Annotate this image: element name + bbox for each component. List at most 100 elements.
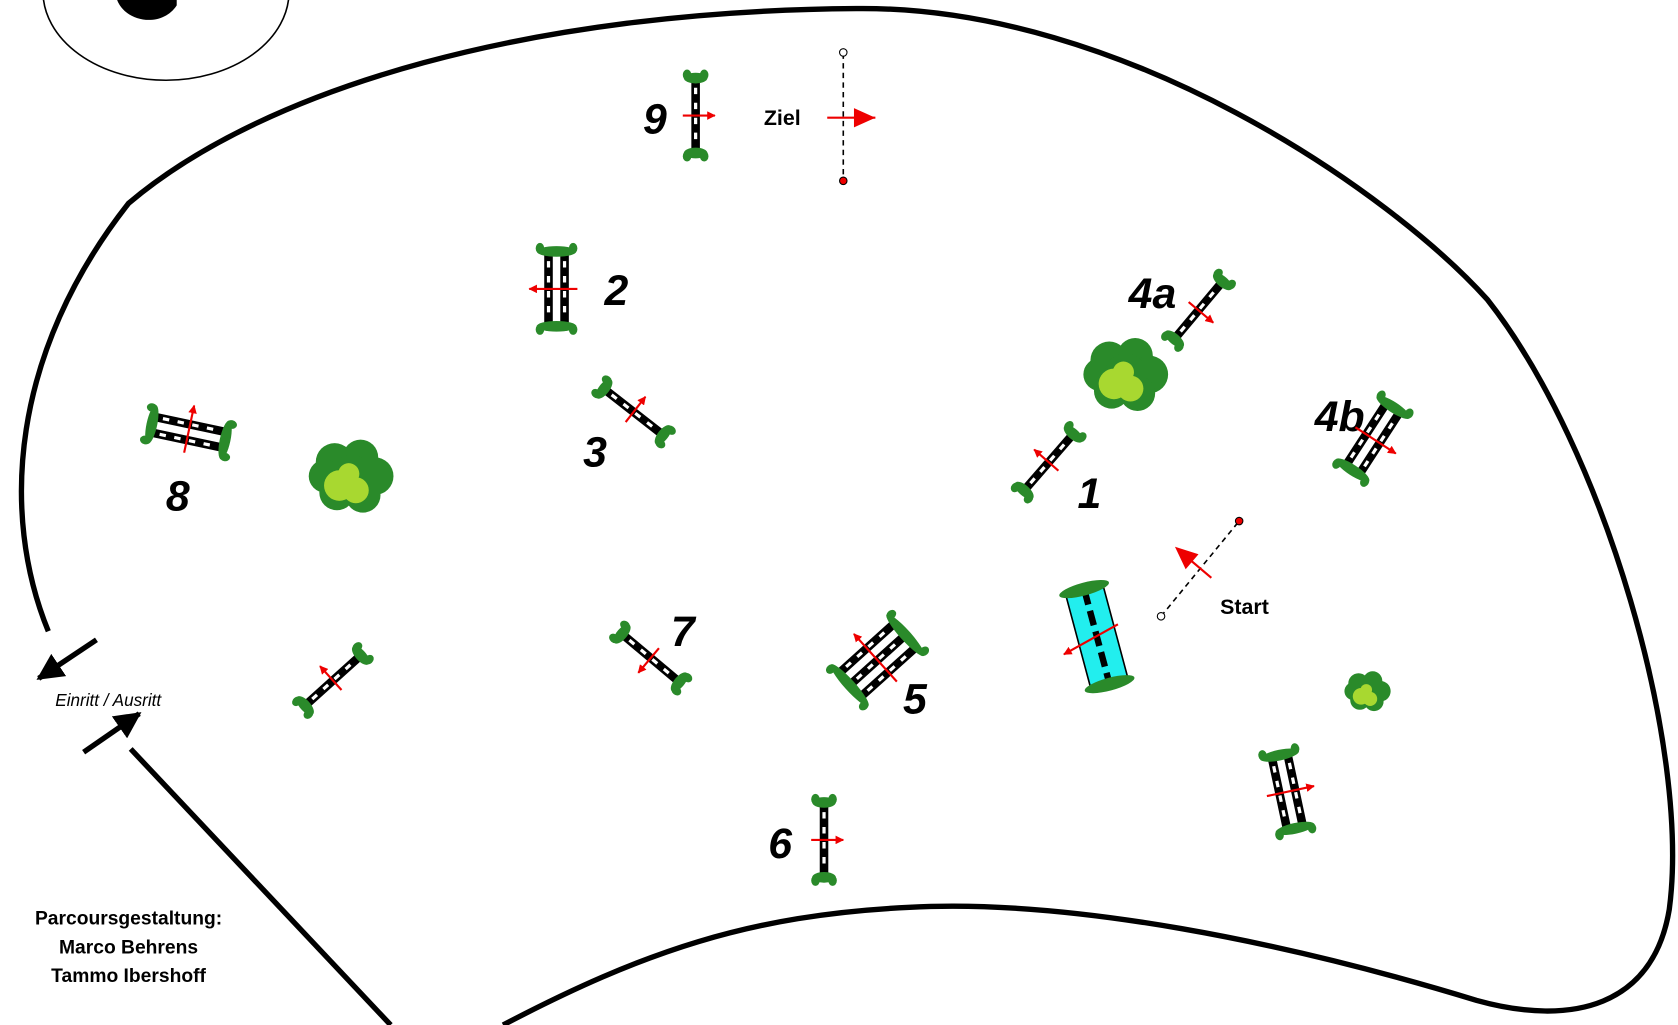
- rail-stripe: [1029, 440, 1069, 485]
- rail-stripe: [1363, 418, 1397, 468]
- wing: [145, 405, 159, 444]
- fence: [811, 793, 845, 886]
- compass-glyph: [117, 0, 177, 20]
- wing: [811, 793, 820, 805]
- bush-leaf: [1360, 684, 1373, 696]
- direction-arrow: [319, 665, 343, 691]
- start-post: [1156, 612, 1166, 621]
- finish-post: [839, 48, 848, 57]
- wing: [1260, 748, 1299, 762]
- wing: [535, 242, 545, 254]
- rail-stripe: [311, 660, 355, 701]
- wing: [1404, 408, 1414, 419]
- fence-number: 2: [604, 267, 629, 315]
- wing: [568, 324, 578, 335]
- fence-number: 1: [1077, 470, 1101, 518]
- fence: [1161, 268, 1236, 352]
- fence-number: 6: [768, 820, 793, 868]
- start-label: Start: [1220, 595, 1269, 619]
- wing: [218, 420, 232, 460]
- wing: [1023, 493, 1034, 504]
- wing: [146, 403, 158, 412]
- wing: [609, 633, 619, 644]
- wing: [1335, 458, 1370, 482]
- fence-number: 3: [583, 428, 607, 476]
- wing: [1360, 476, 1370, 487]
- wing: [858, 700, 869, 711]
- wing: [1077, 432, 1087, 443]
- rail-stripe: [845, 628, 889, 669]
- designer: Tammo Ibershoff: [51, 966, 206, 987]
- wing: [1064, 420, 1074, 431]
- fence: [528, 242, 578, 335]
- start-post: [1234, 516, 1244, 526]
- rail-stripe: [1272, 765, 1287, 821]
- compass: [42, 0, 290, 82]
- fence: [1332, 390, 1414, 487]
- wing: [139, 435, 151, 445]
- arena-fence: [18, 5, 1676, 1025]
- rail-stripe: [628, 638, 674, 678]
- wing: [1010, 482, 1021, 493]
- fence-number: 7: [671, 608, 697, 656]
- fence: [139, 403, 238, 462]
- wing: [1307, 822, 1317, 834]
- wing: [352, 642, 363, 652]
- wing: [655, 438, 666, 449]
- wing: [536, 320, 577, 332]
- fence: [682, 69, 716, 162]
- bush: [1083, 337, 1169, 411]
- wing: [219, 452, 231, 462]
- wing: [828, 875, 837, 886]
- entry-arrow: [82, 711, 142, 755]
- rail-stripe: [855, 640, 900, 680]
- direction-arrow: [853, 633, 898, 683]
- wing: [811, 875, 820, 886]
- wing: [682, 69, 692, 81]
- fence-number: 5: [903, 676, 928, 724]
- direction-arrow: [637, 647, 660, 674]
- wing: [699, 150, 709, 162]
- rail-stripe: [162, 417, 218, 432]
- direction-arrow: [183, 404, 197, 453]
- wing: [825, 664, 836, 674]
- finish-post: [839, 176, 848, 186]
- exit-arrow: [36, 637, 98, 681]
- wing: [292, 696, 302, 707]
- wing: [620, 620, 630, 631]
- finish-label: Ziel: [764, 106, 801, 130]
- rail-stripe: [610, 393, 657, 431]
- fence-number: 8: [166, 472, 190, 520]
- bush: [308, 439, 394, 513]
- wing: [665, 425, 676, 435]
- water-jump: [1059, 579, 1135, 694]
- fence-number: 9: [643, 96, 667, 144]
- designer: Marco Behrens: [59, 937, 198, 958]
- wing: [601, 375, 612, 385]
- wing: [828, 793, 837, 805]
- direction-arrow: [624, 396, 647, 423]
- wing: [886, 609, 897, 620]
- rail-stripe: [1179, 287, 1218, 333]
- entrance-label: Einritt / Ausritt: [55, 691, 162, 710]
- wing: [1226, 279, 1236, 290]
- direction-arrow: [1187, 301, 1214, 324]
- finish-arrow-head: [853, 108, 876, 128]
- fence-number: 4b: [1314, 393, 1365, 441]
- rail-stripe: [159, 432, 215, 448]
- rail-stripe: [1349, 410, 1383, 459]
- wing: [682, 672, 693, 683]
- wing: [1174, 341, 1184, 352]
- wing: [1213, 268, 1223, 279]
- wing: [303, 709, 314, 719]
- wing: [536, 246, 577, 257]
- wing: [919, 646, 930, 657]
- wing: [682, 150, 692, 162]
- wing: [1161, 330, 1171, 341]
- bush-leaf: [338, 463, 360, 485]
- wing: [671, 685, 682, 696]
- fence: [609, 620, 693, 696]
- wing: [830, 664, 869, 707]
- fence: [591, 375, 676, 449]
